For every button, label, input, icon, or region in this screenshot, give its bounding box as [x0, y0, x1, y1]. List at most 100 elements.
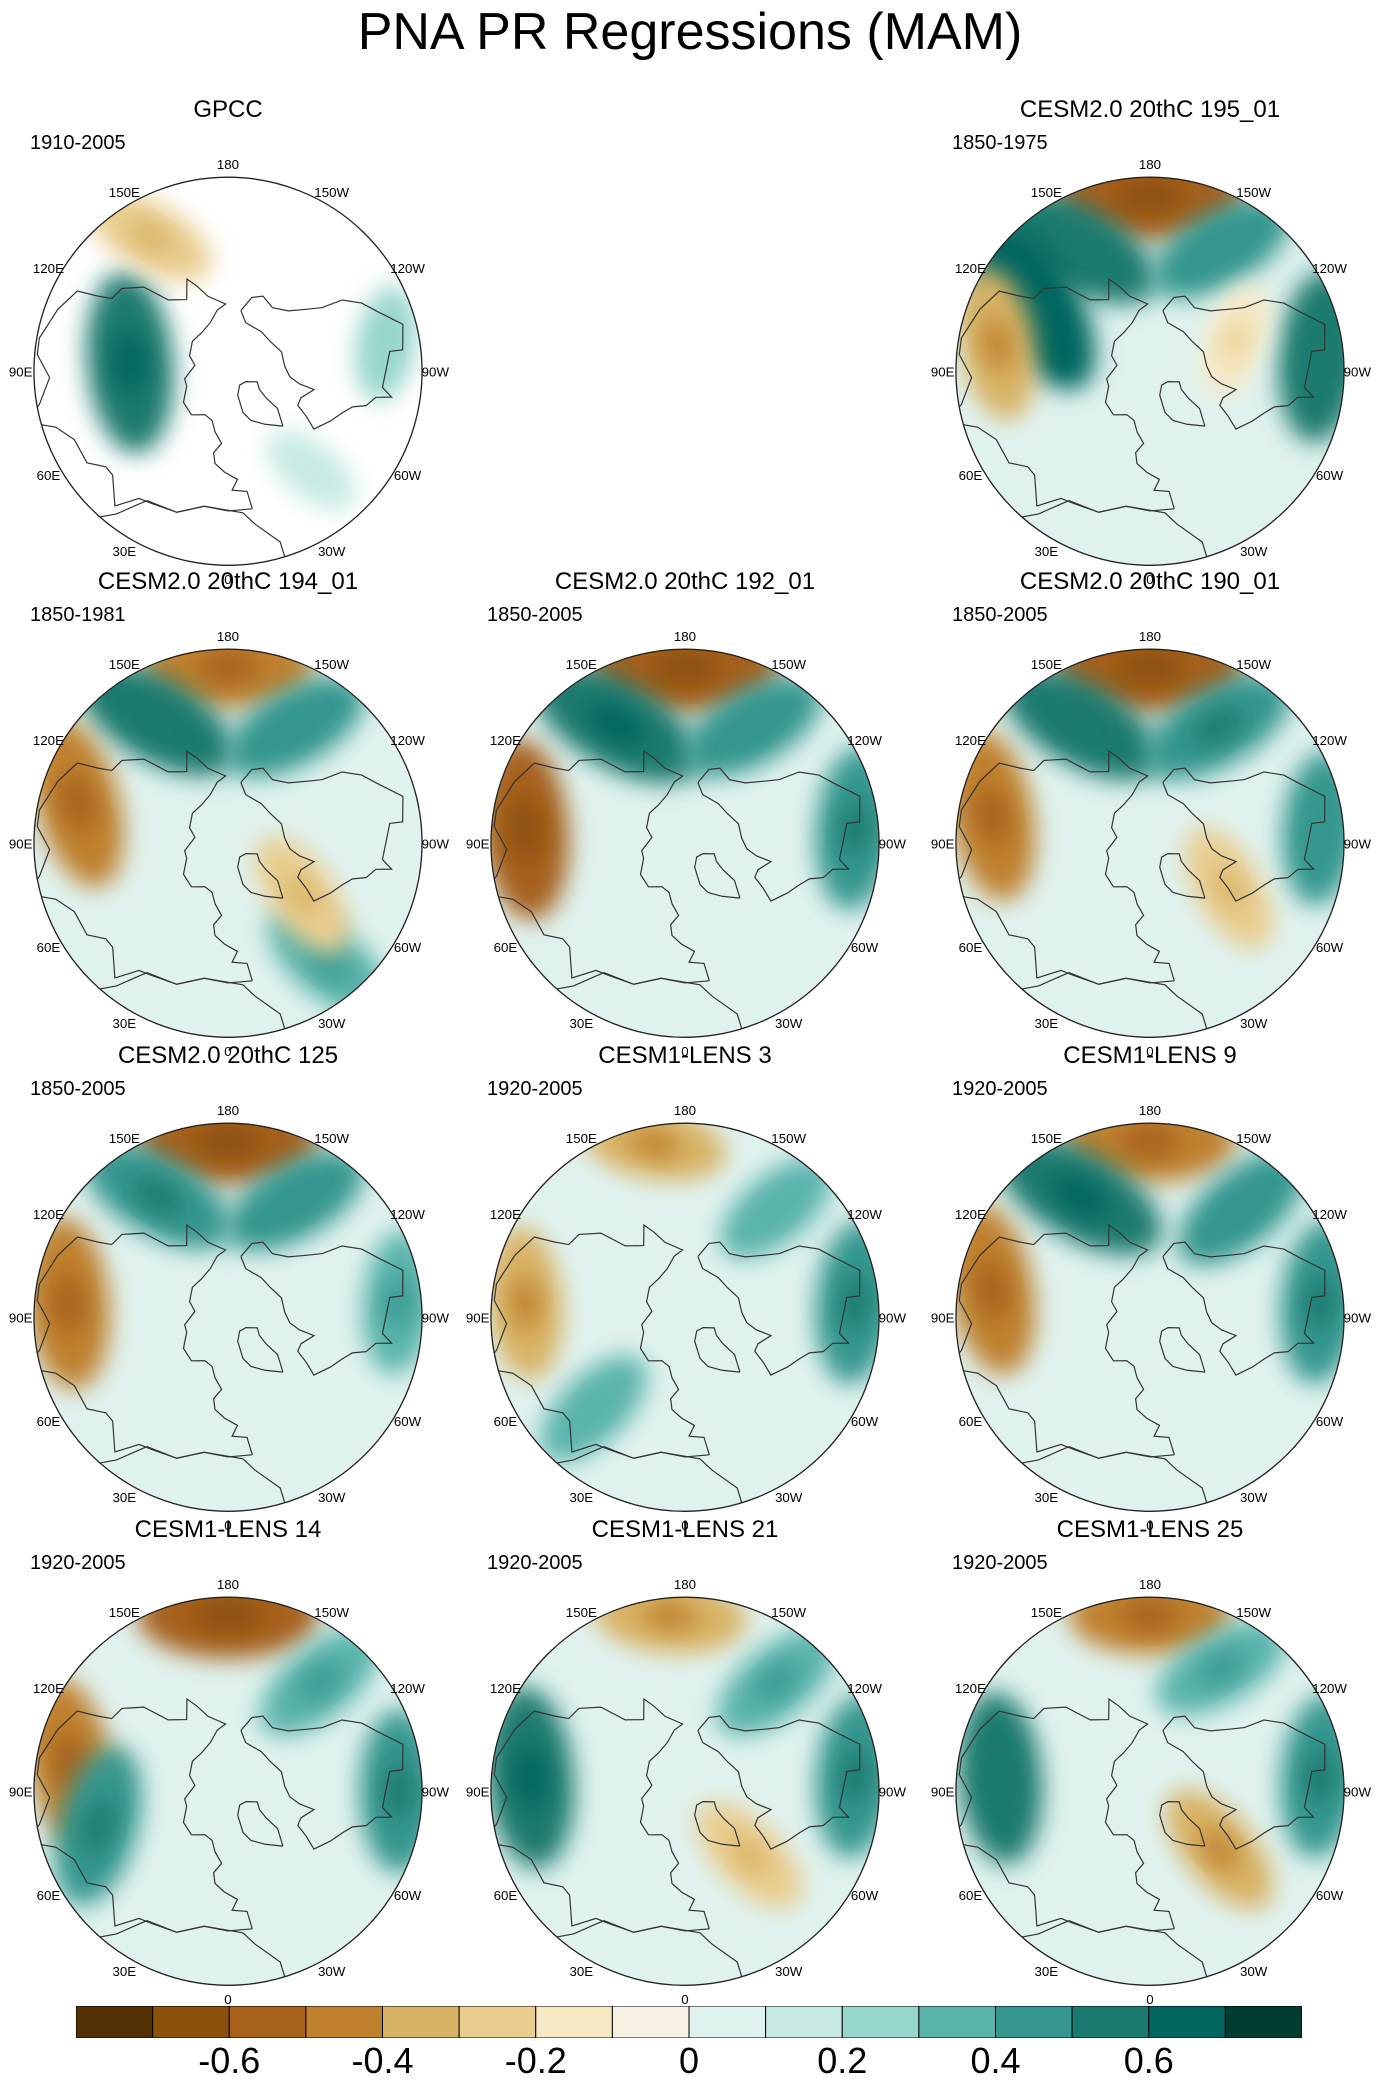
longitude-label: 120W	[847, 733, 882, 748]
longitude-label: 0	[1146, 1518, 1153, 1533]
coastline	[955, 277, 1175, 513]
longitude-label: 90W	[1344, 1785, 1372, 1800]
longitude-label: 180	[1139, 1577, 1161, 1592]
colorbar-box	[76, 2006, 154, 2038]
longitude-label: 90E	[9, 365, 33, 380]
regression-feature-core	[52, 1272, 85, 1334]
coastline	[33, 1697, 253, 1933]
regression-feature-core	[839, 1273, 871, 1332]
colorbar-box	[382, 2006, 460, 2038]
longitude-label: 120W	[390, 1207, 425, 1222]
coastline	[237, 1326, 284, 1373]
colorbar-box	[152, 2006, 230, 2038]
longitude-label: 60W	[394, 1888, 422, 1903]
coastline	[1159, 1800, 1206, 1847]
regression-feature-core	[982, 317, 1013, 372]
regression-feature-core	[306, 942, 350, 982]
regression-feature-core	[384, 1277, 412, 1328]
panel-title: CESM1-LENS 3	[598, 1042, 772, 1069]
longitude-label: 180	[674, 1103, 696, 1118]
longitude-label: 90E	[931, 1785, 955, 1800]
regression-feature-core	[1050, 1174, 1110, 1218]
longitude-label: 150E	[109, 1131, 140, 1146]
longitude-label: 30E	[570, 1490, 594, 1505]
colorbar-boxes	[76, 2006, 1302, 2038]
longitude-label: 120E	[955, 1681, 986, 1696]
map-panel-cesm1-lens-21: CESM1-LENS 21 1920-2005 180 150E 120E 90E 60…	[466, 1516, 907, 2007]
longitude-label: 150W	[314, 657, 349, 672]
regression-feature-core	[270, 708, 320, 746]
regression-feature-core	[508, 797, 543, 862]
longitude-label: 90E	[931, 837, 955, 852]
longitude-label: 30W	[1240, 1016, 1268, 1031]
longitude-label: 150E	[109, 657, 140, 672]
coastline	[33, 749, 253, 985]
longitude-label: 150E	[1031, 185, 1062, 200]
longitude-label: 30W	[775, 1964, 803, 1979]
longitude-label: 30E	[113, 544, 137, 559]
map-boundary	[955, 1596, 1345, 1986]
longitude-label: 60W	[394, 940, 422, 955]
map-panel-cesm2-195-01: CESM2.0 20thC 195_01 1850-1975 180 150E 12…	[931, 96, 1372, 587]
longitude-label: 120E	[33, 1207, 64, 1222]
colorbar-box	[918, 2006, 996, 2038]
regression-feature-core	[1115, 649, 1185, 685]
longitude-label: 90E	[9, 837, 33, 852]
longitude-label: 60E	[959, 940, 983, 955]
coastline	[1162, 295, 1326, 430]
regression-feature-core	[574, 1389, 613, 1428]
regression-feature-core	[60, 773, 96, 833]
regression-feature-core	[1218, 1187, 1265, 1229]
colorbar-tick-label: 0.2	[817, 2040, 868, 2081]
longitude-label: 30W	[1240, 1490, 1268, 1505]
map-panel-cesm1-lens-25: CESM1-LENS 25 1920-2005 180 150E 120E 90E 60…	[931, 1516, 1372, 2007]
colorbar-tick-label: -0.2	[504, 2040, 567, 2081]
regression-feature-core	[1304, 325, 1337, 387]
longitude-label: 120E	[33, 261, 64, 276]
longitude-label: 60W	[1316, 1414, 1344, 1429]
longitude-label: 180	[217, 629, 239, 644]
panel-title: CESM2.0 20thC 125	[117, 1042, 339, 1069]
regression-feature-core	[195, 1124, 261, 1159]
colorbar-box	[305, 2006, 383, 2038]
longitude-label: 180	[1139, 157, 1161, 172]
longitude-label: 30W	[318, 1016, 346, 1031]
colorbar-box	[611, 2006, 690, 2038]
map-boundary	[490, 1122, 880, 1512]
regression-feature-core	[1115, 177, 1185, 213]
longitude-label: 120W	[1312, 733, 1347, 748]
regression-feature-core	[1010, 273, 1057, 335]
longitude-label: 90W	[1344, 1311, 1372, 1326]
coastline	[520, 969, 743, 1038]
longitude-label: 90W	[422, 837, 450, 852]
panel-title: CESM1-LENS 25	[1056, 1516, 1244, 1543]
longitude-label: 120W	[847, 1207, 882, 1222]
coastline	[985, 1443, 1208, 1512]
coastline	[697, 1715, 861, 1850]
map-boundary	[490, 648, 880, 1038]
regression-feature-core	[81, 1797, 115, 1855]
colorbar-box	[1224, 2006, 1302, 2038]
longitude-label: 30W	[775, 1490, 803, 1505]
longitude-label: 60E	[959, 1888, 983, 1903]
panel-period: 1920-2005	[487, 1552, 583, 1574]
longitude-label: 60W	[851, 1888, 879, 1903]
longitude-label: 30W	[775, 1016, 803, 1031]
coastline	[63, 1443, 286, 1512]
coastline	[955, 749, 1175, 985]
longitude-label: 30E	[113, 1964, 137, 1979]
panel-period: 1910-2005	[30, 132, 126, 154]
longitude-label: 90E	[466, 837, 490, 852]
panel-title: CESM1-LENS 21	[591, 1516, 779, 1543]
longitude-label: 90E	[931, 365, 955, 380]
panel-title: CESM1-LENS 14	[134, 1516, 322, 1543]
longitude-label: 150W	[1236, 1131, 1271, 1146]
map-boundary	[33, 1596, 423, 1986]
longitude-label: 60E	[494, 940, 518, 955]
longitude-label: 30W	[318, 544, 346, 559]
longitude-label: 180	[674, 1577, 696, 1592]
panel-period: 1850-2005	[487, 604, 583, 626]
regression-feature-core	[1196, 229, 1246, 267]
map-boundary	[33, 176, 423, 566]
map-panel-cesm2-194-01: CESM2.0 20thC 194_01 1850-1981 180 150E 12…	[9, 568, 450, 1059]
